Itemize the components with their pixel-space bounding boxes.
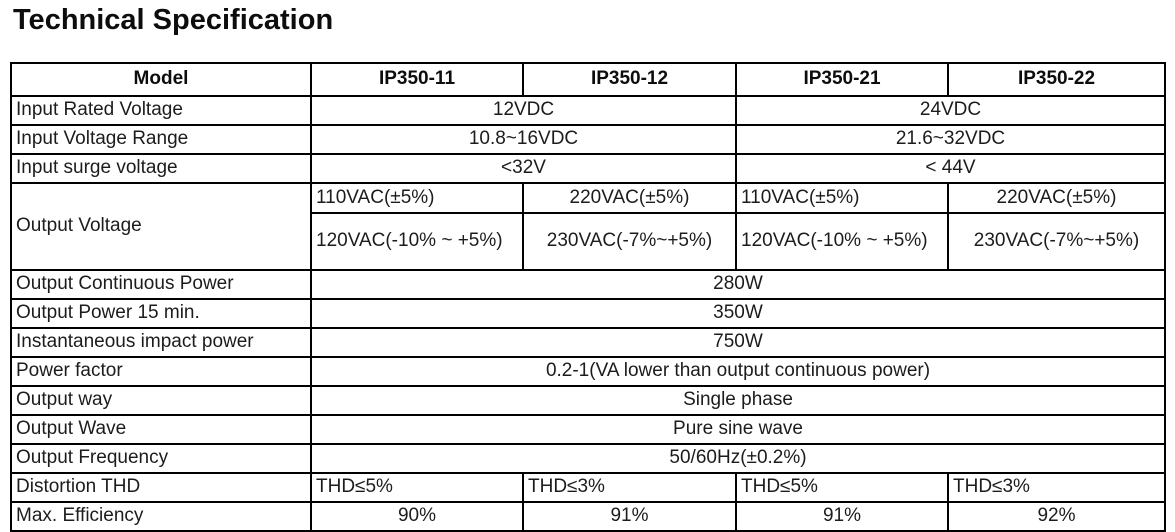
row-output-voltage-2: 120VAC(-10% ~ +5%) 230VAC(-7%~+5%) 120VA…: [11, 212, 1166, 271]
row-output-frequency: Output Frequency 50/60Hz(±0.2%): [10, 443, 1166, 474]
cell-input-rated-voltage-12v: 12VDC: [310, 95, 737, 126]
header-ip350-22: IP350-22: [947, 62, 1166, 97]
header-ip350-21: IP350-21: [735, 62, 949, 97]
cell-output-voltage-1-ip350-12: 220VAC(±5%): [522, 182, 737, 214]
row-label-input-surge-voltage: Input surge voltage: [10, 153, 312, 184]
cell-input-surge-voltage-12v: <32V: [310, 153, 737, 184]
cell-input-rated-voltage-24v: 24VDC: [735, 95, 1166, 126]
header-model: Model: [10, 62, 312, 97]
row-label-output-voltage: Output Voltage: [10, 182, 312, 271]
cell-output-power-15min: 350W: [310, 298, 1166, 329]
row-label-output-wave: Output Wave: [10, 414, 312, 445]
cell-max-efficiency-ip350-11: 90%: [310, 501, 524, 532]
row-label-input-rated-voltage: Input Rated Voltage: [10, 95, 312, 126]
row-power-factor: Power factor 0.2-1(VA lower than output …: [10, 356, 1166, 387]
cell-output-voltage-2-ip350-21: 120VAC(-10% ~ +5%): [735, 212, 949, 271]
cell-distortion-thd-ip350-21: THD≤5%: [735, 472, 949, 503]
page-title: Technical Specification: [13, 4, 334, 36]
cell-distortion-thd-ip350-12: THD≤3%: [522, 472, 737, 503]
row-output-way: Output way Single phase: [10, 385, 1166, 416]
row-label-input-voltage-range: Input Voltage Range: [10, 124, 312, 155]
header-ip350-11: IP350-11: [310, 62, 524, 97]
cell-output-voltage-1-ip350-21: 110VAC(±5%): [735, 182, 949, 214]
row-label-instantaneous-impact-power: Instantaneous impact power: [10, 327, 312, 358]
cell-input-voltage-range-24v: 21.6~32VDC: [735, 124, 1166, 155]
row-label-output-way: Output way: [10, 385, 312, 416]
cell-max-efficiency-ip350-12: 91%: [522, 501, 737, 532]
row-label-output-frequency: Output Frequency: [10, 443, 312, 474]
row-instantaneous-impact-power: Instantaneous impact power 750W: [10, 327, 1166, 358]
row-output-power-15min: Output Power 15 min. 350W: [10, 298, 1166, 329]
cell-output-continuous-power: 280W: [310, 269, 1166, 300]
cell-output-voltage-1-ip350-11: 110VAC(±5%): [310, 182, 524, 214]
row-label-output-continuous-power: Output Continuous Power: [10, 269, 312, 300]
cell-output-wave: Pure sine wave: [310, 414, 1166, 445]
cell-distortion-thd-ip350-11: THD≤5%: [310, 472, 524, 503]
cell-output-voltage-1-ip350-22: 220VAC(±5%): [947, 182, 1166, 214]
row-label-distortion-thd: Distortion THD: [10, 472, 312, 503]
spec-table: Model IP350-11 IP350-12 IP350-21 IP350-2…: [10, 62, 1166, 532]
cell-max-efficiency-ip350-21: 91%: [735, 501, 949, 532]
row-distortion-thd: Distortion THD THD≤5% THD≤3% THD≤5% THD≤…: [10, 472, 1166, 503]
cell-max-efficiency-ip350-22: 92%: [947, 501, 1166, 532]
cell-output-way: Single phase: [310, 385, 1166, 416]
cell-output-voltage-2-ip350-11: 120VAC(-10% ~ +5%): [310, 212, 524, 271]
cell-output-voltage-2-ip350-22: 230VAC(-7%~+5%): [947, 212, 1166, 271]
cell-input-surge-voltage-24v: < 44V: [735, 153, 1166, 184]
row-label-output-power-15min: Output Power 15 min.: [10, 298, 312, 329]
row-input-rated-voltage: Input Rated Voltage 12VDC 24VDC: [10, 95, 1166, 126]
cell-output-frequency: 50/60Hz(±0.2%): [310, 443, 1166, 474]
header-ip350-12: IP350-12: [522, 62, 737, 97]
row-max-efficiency: Max. Efficiency 90% 91% 91% 92%: [10, 501, 1166, 532]
cell-power-factor: 0.2-1(VA lower than output continuous po…: [310, 356, 1166, 387]
cell-output-voltage-2-ip350-12: 230VAC(-7%~+5%): [522, 212, 737, 271]
row-output-wave: Output Wave Pure sine wave: [10, 414, 1166, 445]
cell-instantaneous-impact-power: 750W: [310, 327, 1166, 358]
row-input-surge-voltage: Input surge voltage <32V < 44V: [10, 153, 1166, 184]
cell-input-voltage-range-12v: 10.8~16VDC: [310, 124, 737, 155]
row-label-power-factor: Power factor: [10, 356, 312, 387]
header-row: Model IP350-11 IP350-12 IP350-21 IP350-2…: [10, 62, 1166, 97]
row-output-continuous-power: Output Continuous Power 280W: [10, 269, 1166, 300]
cell-distortion-thd-ip350-22: THD≤3%: [947, 472, 1166, 503]
row-output-voltage-1: Output Voltage 110VAC(±5%) 220VAC(±5%) 1…: [10, 182, 1166, 271]
row-label-max-efficiency: Max. Efficiency: [10, 501, 312, 532]
row-input-voltage-range: Input Voltage Range 10.8~16VDC 21.6~32VD…: [10, 124, 1166, 155]
